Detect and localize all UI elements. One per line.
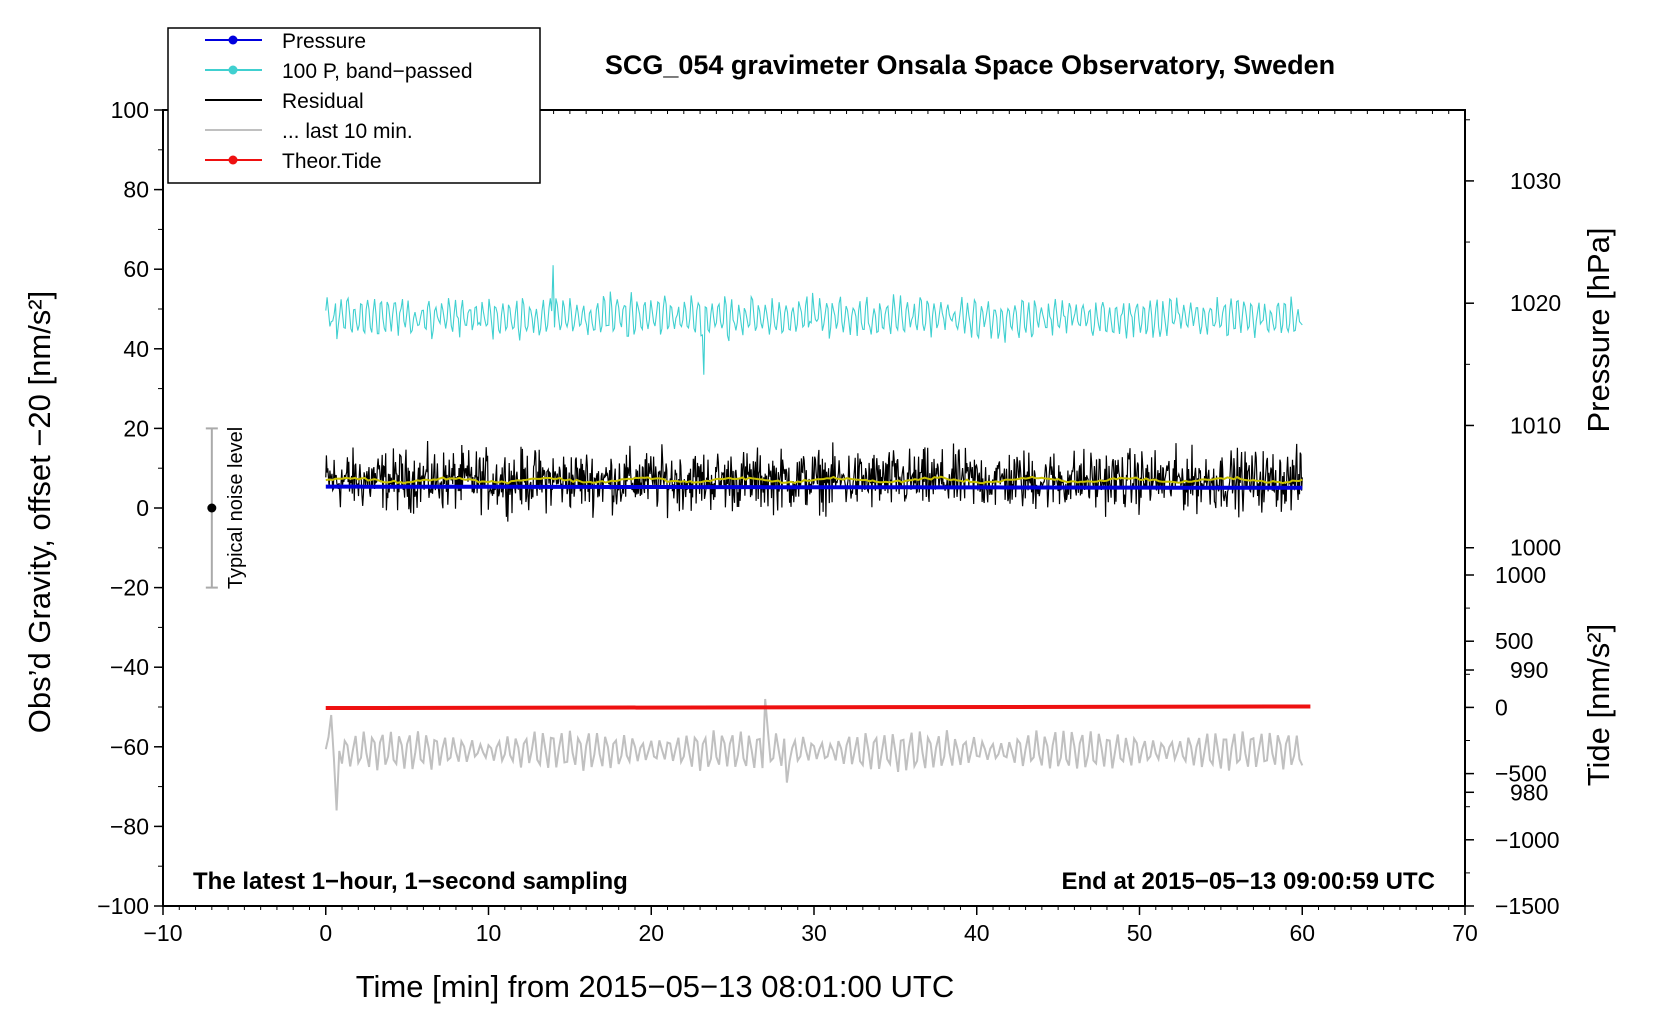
- x-tick-label: 70: [1452, 920, 1478, 946]
- y-axis-title-left: Obs’d Gravity, offset −20 [nm/s²]: [22, 291, 57, 734]
- x-tick-label: 60: [1289, 920, 1315, 946]
- y-tick-label: 40: [123, 336, 149, 362]
- y-tick-label: −40: [110, 654, 149, 680]
- y-tick-label: 100: [111, 97, 149, 123]
- tick-layer: [154, 109, 1474, 915]
- data-layer: [205, 265, 1311, 811]
- plot-frame: [162, 109, 1466, 907]
- x-tick-label: 30: [801, 920, 827, 946]
- pressure-tick-label: 1000: [1510, 535, 1561, 561]
- label-layer: −10 0 10 20 30 40 50 60 70100806040200−20−40−60−…: [97, 97, 1561, 946]
- x-tick-label: 10: [476, 920, 502, 946]
- y-tick-label: −100: [97, 893, 149, 919]
- x-axis-title: Time [min] from 2015−05−13 08:01:00 UTC: [356, 969, 955, 1004]
- x-tick-label: 0: [319, 920, 332, 946]
- series-band-passed: [325, 265, 1303, 375]
- tide-tick-label: −1000: [1495, 827, 1560, 853]
- legend-marker: [228, 155, 238, 165]
- y-tick-label: 80: [123, 177, 149, 203]
- series-theor-tide: [325, 704, 1311, 711]
- legend-items: Pressure 100 P, band−passed Residual ... la…: [205, 30, 473, 173]
- x-tick-label: −10: [143, 920, 182, 946]
- x-tick-label: 50: [1127, 920, 1153, 946]
- y-axis-title-pressure: Pressure [hPa]: [1581, 227, 1616, 432]
- legend-label: Pressure: [282, 30, 366, 53]
- legend-label: Theor.Tide: [282, 150, 382, 173]
- legend-label: ... last 10 min.: [282, 120, 413, 143]
- y-tick-label: −20: [110, 575, 149, 601]
- chart-title: SCG_054 gravimeter Onsala Space Observat…: [605, 50, 1335, 80]
- series-smoothed-residual: [325, 475, 1303, 485]
- tide-tick-label: 0: [1495, 694, 1508, 720]
- y-tick-label: 60: [123, 256, 149, 282]
- legend-marker: [228, 35, 238, 45]
- noise-bar-center: [207, 503, 217, 513]
- series-last-10-min: [324, 698, 1304, 811]
- pressure-tick-label: 1020: [1510, 290, 1561, 316]
- tide-tick-label: 1000: [1495, 562, 1546, 588]
- x-tick-label: 40: [964, 920, 990, 946]
- noise-bar-label: Typical noise level: [225, 427, 247, 589]
- annotation-left: The latest 1−hour, 1−second sampling: [193, 868, 628, 895]
- pressure-tick-label: 1030: [1510, 168, 1561, 194]
- y-tick-label: 20: [123, 415, 149, 441]
- x-tick-label: 20: [638, 920, 664, 946]
- tide-tick-label: 500: [1495, 628, 1533, 654]
- y-tick-label: 0: [136, 495, 149, 521]
- series-pressure: [325, 484, 1303, 490]
- pressure-tick-label: 990: [1510, 657, 1548, 683]
- legend-label: Residual: [282, 90, 364, 113]
- tide-tick-label: −1500: [1495, 893, 1560, 919]
- legend-label: 100 P, band−passed: [282, 60, 473, 83]
- pressure-tick-label: 1010: [1510, 412, 1561, 438]
- legend-marker: [228, 65, 238, 75]
- y-tick-label: −80: [110, 813, 149, 839]
- pressure-tick-label: 980: [1510, 779, 1548, 805]
- tide-tick-label: −500: [1495, 761, 1547, 787]
- y-axis-title-tide: Tide [nm/s²]: [1581, 624, 1616, 787]
- y-tick-label: −60: [110, 734, 149, 760]
- series-residual: [325, 440, 1303, 522]
- legend: Pressure 100 P, band−passed Residual ... la…: [167, 27, 541, 184]
- annotation-right: End at 2015−05−13 09:00:59 UTC: [1061, 868, 1435, 895]
